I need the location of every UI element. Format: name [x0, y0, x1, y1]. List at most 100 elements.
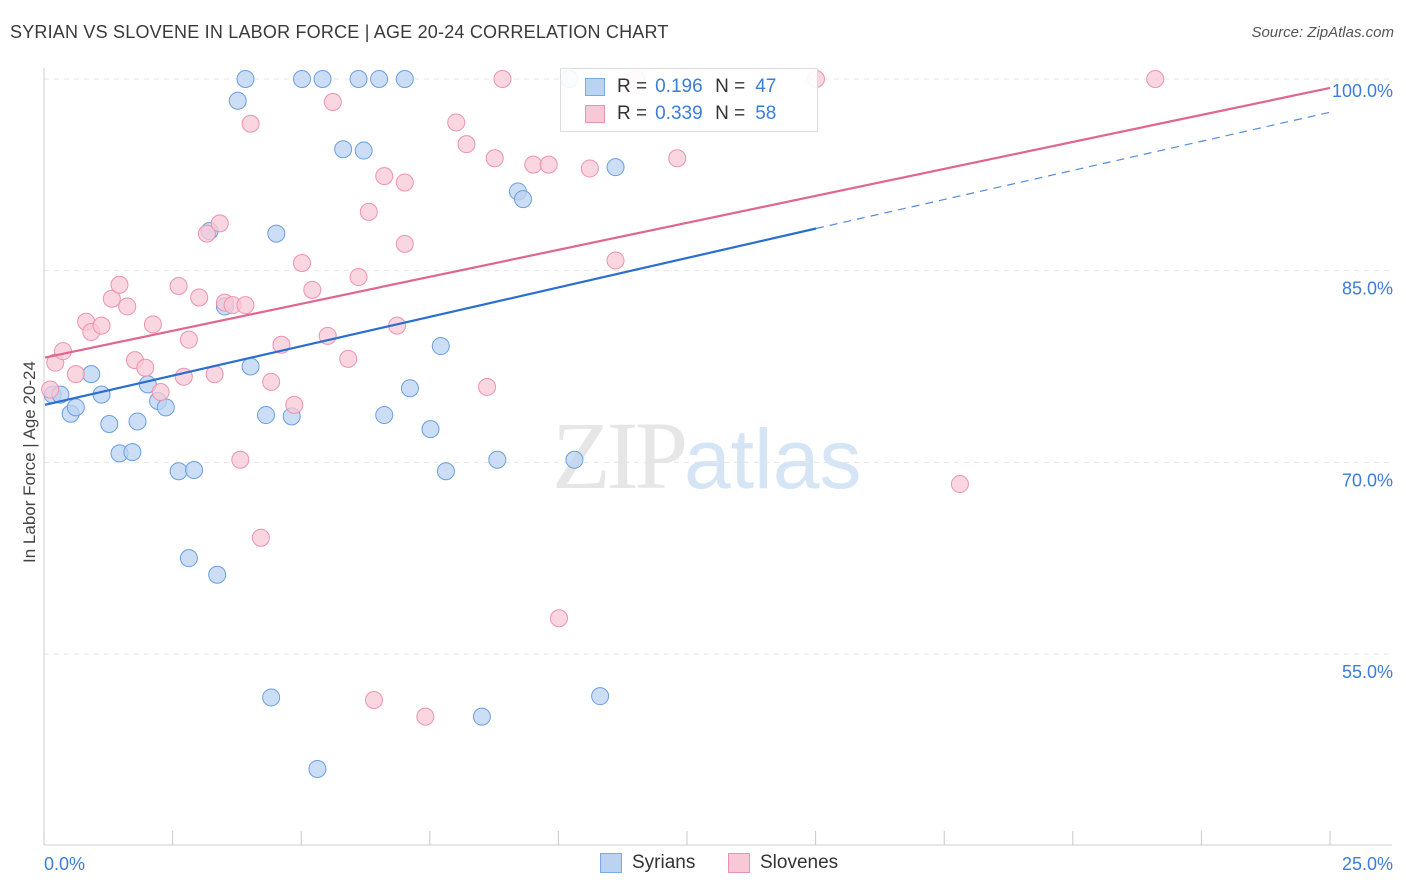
- syrian-point: [334, 140, 353, 159]
- slovene-point: [395, 173, 414, 192]
- syrian-point: [236, 70, 255, 88]
- slovene-point: [262, 372, 281, 391]
- slovene-point: [303, 280, 322, 299]
- slovene-point: [375, 167, 394, 186]
- legend-r-label: R =: [617, 76, 648, 97]
- syrian-point: [228, 91, 247, 110]
- slovene-point: [210, 214, 229, 233]
- syrian-point: [169, 462, 188, 481]
- slovene-point: [136, 358, 155, 377]
- syrians-legend-swatch: [600, 853, 622, 873]
- slovene-point: [550, 609, 568, 628]
- slovene-point: [580, 159, 599, 178]
- slovene-point: [169, 277, 188, 295]
- syrian-point: [308, 760, 327, 778]
- syrian-point: [421, 420, 440, 439]
- correlation-legend: R = 0.196 N = 47 R = 0.339 N = 58: [560, 68, 818, 132]
- slovene-point: [53, 342, 72, 361]
- syrian-point: [349, 70, 368, 88]
- syrian-point: [262, 688, 281, 707]
- legend-item-slovenes[interactable]: Slovenes: [728, 852, 838, 874]
- syrian-point: [92, 385, 111, 404]
- syrian-point: [267, 224, 286, 243]
- syrian-point: [488, 450, 507, 469]
- syrian-point: [185, 461, 204, 479]
- slovene-point: [416, 707, 435, 726]
- syrian-point: [472, 707, 491, 726]
- syrian-point: [354, 141, 373, 160]
- syrian-point: [156, 398, 175, 417]
- legend-r-value: 0.196: [655, 76, 703, 97]
- syrian-point: [293, 70, 311, 88]
- slovene-point: [241, 114, 260, 133]
- syrians-swatch: [585, 78, 605, 96]
- syrian-point: [128, 412, 147, 431]
- y-tick-label: 100.0%: [1332, 81, 1393, 101]
- syrian-point: [370, 70, 389, 88]
- legend-n-value: 47: [755, 76, 777, 97]
- slovene-point: [110, 275, 129, 294]
- slovenes-swatch: [585, 105, 605, 123]
- slovene-point: [349, 268, 368, 287]
- slovene-point: [339, 349, 358, 368]
- slovenes-legend-swatch: [728, 853, 750, 873]
- slovenes-legend-label: Slovenes: [760, 852, 839, 873]
- slovene-point: [606, 251, 625, 270]
- slovene-point: [102, 289, 121, 308]
- slovene-point: [190, 288, 209, 307]
- syrian-point: [514, 190, 533, 209]
- legend-row-syrians: R = 0.196 N = 47: [585, 74, 776, 100]
- syrian-point: [257, 406, 276, 425]
- slovene-point: [447, 113, 466, 132]
- legend-n-value: 58: [755, 103, 777, 124]
- y-axis-title: In Labor Force | Age 20-24: [20, 361, 39, 563]
- slovene-point: [323, 93, 342, 111]
- slovene-point: [364, 691, 383, 709]
- syrians-legend-label: Syrians: [632, 852, 696, 873]
- syrian-point: [123, 443, 142, 462]
- syrian-point: [66, 398, 85, 417]
- chart-title: SYRIAN VS SLOVENE IN LABOR FORCE | AGE 2…: [10, 22, 669, 42]
- slovene-point: [395, 234, 414, 253]
- slovene-point: [66, 365, 85, 384]
- watermark: ZIPatlas: [552, 400, 861, 511]
- slovene-point: [524, 155, 543, 174]
- syrian-point: [400, 379, 419, 398]
- slovene-point: [950, 475, 969, 494]
- slovene-point: [118, 297, 137, 316]
- syrian-point: [375, 406, 394, 425]
- legend-r-label: R =: [617, 103, 648, 124]
- slovene-point: [251, 528, 270, 547]
- slovene-point: [1146, 70, 1165, 88]
- slovene-point: [236, 296, 255, 315]
- slovene-point: [143, 315, 162, 334]
- slovene-point: [493, 70, 512, 88]
- source-label: Source: ZipAtlas.com: [1251, 24, 1394, 41]
- slovene-point: [179, 330, 198, 349]
- slovene-point: [285, 395, 304, 414]
- legend-r-value: 0.339: [655, 103, 703, 124]
- syrian-point: [241, 357, 260, 376]
- syrian-point: [179, 549, 198, 568]
- slovene-point: [485, 149, 504, 168]
- slovene-point: [359, 202, 378, 221]
- slovene-point: [293, 254, 311, 272]
- slovene-point: [457, 135, 476, 154]
- syrian-point: [436, 462, 455, 481]
- syrian-point: [82, 365, 101, 384]
- legend-item-syrians[interactable]: Syrians: [600, 852, 695, 874]
- syrian-point: [431, 337, 450, 356]
- y-tick-label: 55.0%: [1342, 662, 1393, 682]
- series-legend: Syrians Slovenes: [0, 852, 1406, 876]
- syrian-point: [395, 70, 414, 88]
- y-tick-label: 85.0%: [1342, 279, 1393, 299]
- slovene-point: [151, 383, 170, 402]
- legend-n-label: N =: [715, 76, 746, 97]
- slovene-point: [92, 316, 111, 335]
- y-tick-label: 70.0%: [1342, 470, 1393, 490]
- syrian-point: [565, 450, 584, 469]
- legend-n-label: N =: [715, 103, 746, 124]
- x-tick-label: 25.0%: [1342, 854, 1393, 874]
- slovene-point: [41, 380, 60, 399]
